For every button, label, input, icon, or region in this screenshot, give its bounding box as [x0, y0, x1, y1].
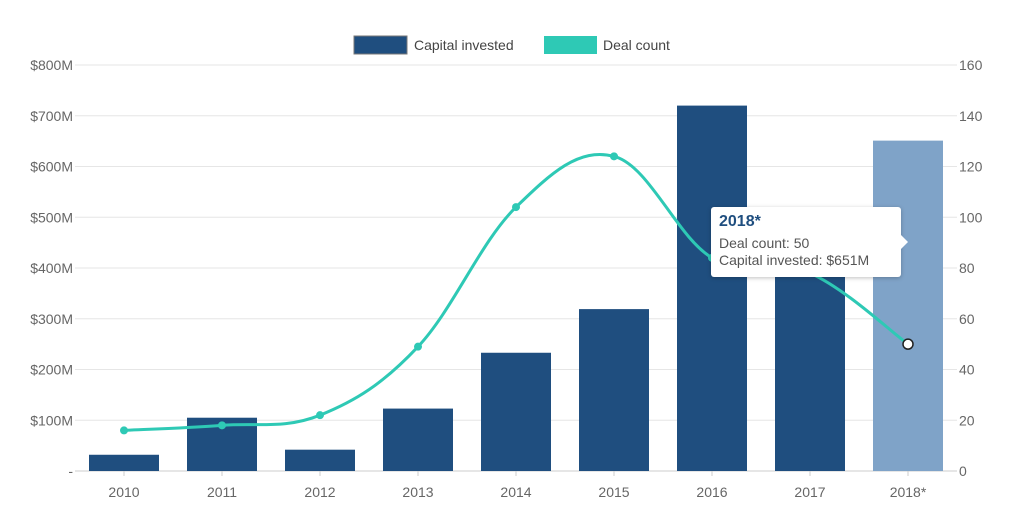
- bar: [677, 105, 747, 471]
- right-tick-label: 140: [959, 108, 983, 124]
- left-tick-label: $800M: [30, 57, 73, 73]
- x-tick-label: 2014: [500, 484, 531, 500]
- x-tick-label: 2012: [304, 484, 335, 500]
- right-tick-label: 60: [959, 311, 975, 327]
- left-axis: - $100M $200M $300M $400M $500M $600M $700M $800…: [30, 57, 73, 479]
- tooltip-title: 2018*: [719, 213, 761, 230]
- bar: [285, 449, 355, 471]
- right-tick-label: 40: [959, 362, 975, 378]
- line-point: [316, 411, 324, 420]
- x-tick-label: 2016: [696, 484, 727, 500]
- line-point: [120, 426, 128, 435]
- legend-label-deals: Deal count: [603, 37, 670, 53]
- line-point: [610, 152, 618, 161]
- x-tick-label: 2013: [402, 484, 433, 500]
- x-tick-label: 2018*: [890, 484, 927, 500]
- right-tick-label: 120: [959, 159, 983, 175]
- left-tick-label: $400M: [30, 260, 73, 276]
- x-tick-label: 2010: [108, 484, 139, 500]
- right-axis: 0 20 40 60 80 100 120 140 160: [959, 57, 983, 479]
- bar-series: [89, 105, 943, 471]
- x-axis: 2010 2011 2012 2013 2014 2015 2016 2017 2018*: [108, 471, 927, 500]
- left-tick-label: -: [68, 463, 73, 479]
- x-tick-label: 2017: [794, 484, 825, 500]
- left-tick-label: $300M: [30, 311, 73, 327]
- bar: [579, 309, 649, 471]
- x-tick-label: 2011: [207, 484, 237, 500]
- bar: [775, 251, 845, 471]
- left-tick-label: $200M: [30, 362, 73, 378]
- line-point: [218, 421, 226, 430]
- left-tick-label: $600M: [30, 159, 73, 175]
- line-point: [414, 342, 422, 351]
- legend-label-capital: Capital invested: [414, 37, 514, 53]
- bar: [481, 352, 551, 471]
- x-tick-label: 2015: [598, 484, 629, 500]
- left-tick-label: $500M: [30, 209, 73, 225]
- tooltip-deal-count: Deal count: 50: [719, 235, 810, 251]
- right-tick-label: 160: [959, 57, 983, 73]
- tooltip: 2018* Deal count: 50 Capital invested: $…: [711, 207, 908, 277]
- bar: [89, 454, 159, 471]
- line-point-active: [902, 338, 914, 350]
- left-tick-label: $100M: [30, 412, 73, 428]
- legend-swatch-deals: [544, 36, 597, 54]
- tooltip-capital-invested: Capital invested: $651M: [719, 252, 870, 268]
- legend: Capital invested Deal count: [353, 35, 670, 55]
- right-tick-label: 80: [959, 260, 975, 276]
- right-tick-label: 100: [959, 209, 983, 225]
- line-point: [512, 203, 520, 212]
- legend-swatch-capital: [353, 35, 408, 55]
- left-tick-label: $700M: [30, 108, 73, 124]
- right-tick-label: 0: [959, 463, 967, 479]
- bar: [383, 408, 453, 471]
- bar: [873, 140, 943, 471]
- right-tick-label: 20: [959, 412, 975, 428]
